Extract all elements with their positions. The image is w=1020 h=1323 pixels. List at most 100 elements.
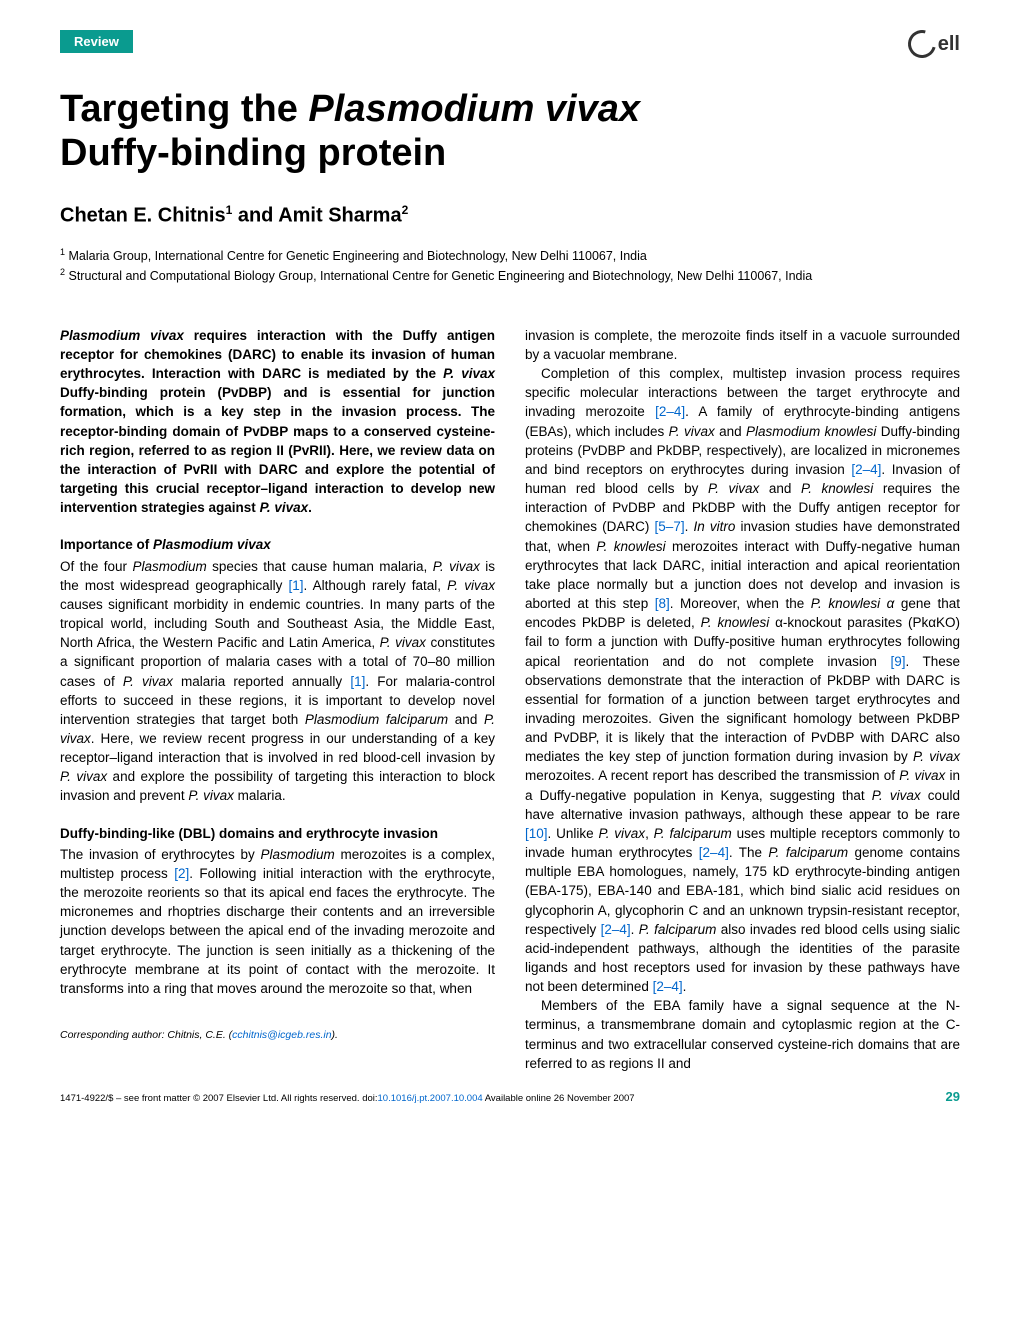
- author-1: Chetan E. Chitnis: [60, 205, 226, 227]
- title-text: Targeting the: [60, 88, 308, 130]
- s1-t: . Here, we review recent progress in our…: [60, 731, 495, 765]
- c2-i: P. knowlesi: [596, 539, 665, 554]
- ref-link[interactable]: [9]: [890, 654, 905, 669]
- sec1-h-italic: Plasmodium vivax: [153, 537, 271, 552]
- ref-link[interactable]: [2–4]: [699, 845, 729, 860]
- c2-i: P. vivax: [669, 424, 715, 439]
- c2-t: Members of the EBA family have a signal …: [525, 998, 960, 1070]
- c2-t: and: [715, 424, 746, 439]
- s2-t: The invasion of erythrocytes by: [60, 847, 261, 862]
- c2-t: . Moreover, when the: [670, 596, 811, 611]
- s1-t: . Although rarely fatal,: [303, 578, 447, 593]
- c2-t: . The: [729, 845, 769, 860]
- s1-i: P. vivax: [447, 578, 495, 593]
- ref-link[interactable]: [5–7]: [655, 519, 685, 534]
- abs-i1: Plasmodium vivax: [60, 328, 184, 343]
- section-2-heading: Duffy-binding-like (DBL) domains and ery…: [60, 824, 495, 843]
- s2-t: . Following initial interaction with the…: [60, 866, 495, 996]
- ref-link[interactable]: [1]: [350, 674, 365, 689]
- authors: Chetan E. Chitnis1 and Amit Sharma2: [60, 203, 960, 228]
- affiliation-2: 2 Structural and Computational Biology G…: [60, 266, 960, 286]
- affiliation-1: 1 Malaria Group, International Centre fo…: [60, 246, 960, 266]
- c2-i: In vitro: [693, 519, 735, 534]
- aff2-text: Structural and Computational Biology Gro…: [65, 269, 812, 283]
- section-1-para: Of the four Plasmodium species that caus…: [60, 557, 495, 806]
- fn-label: Corresponding author:: [60, 1029, 164, 1041]
- ref-link[interactable]: [2–4]: [851, 462, 881, 477]
- s1-i: Plasmodium: [132, 559, 206, 574]
- c2-i: P. falciparum: [654, 826, 732, 841]
- c2-t: ,: [645, 826, 654, 841]
- columns: Plasmodium vivax requires interaction wi…: [60, 326, 960, 1073]
- c2-i: P. knowlesi: [701, 615, 770, 630]
- s1-t: species that cause human malaria,: [207, 559, 433, 574]
- c2-i: P. vivax: [598, 826, 645, 841]
- s1-i: P. vivax: [60, 769, 107, 784]
- ref-link[interactable]: [2–4]: [655, 404, 685, 419]
- c2-i: P. vivax: [913, 749, 960, 764]
- cell-logo-text: ell: [938, 33, 960, 56]
- cell-logo-icon: [903, 25, 941, 63]
- s1-i: P. vivax: [380, 635, 426, 650]
- author-sep: and: [232, 205, 278, 227]
- c2-t: invasion is complete, the merozoite find…: [525, 328, 960, 362]
- c2-i: Plasmodium knowlesi: [746, 424, 876, 439]
- c2-i: P. knowlesi α: [811, 596, 895, 611]
- c2-i: P. falciparum: [639, 922, 717, 937]
- ref-link[interactable]: [2–4]: [601, 922, 631, 937]
- abs-i3: P. vivax: [260, 500, 309, 515]
- s1-i: Plasmodium falciparum: [305, 712, 448, 727]
- review-badge: Review: [60, 30, 133, 53]
- author-2: Amit Sharma: [278, 205, 401, 227]
- header-bar: Review ell: [60, 30, 960, 58]
- s2-i: Plasmodium: [261, 847, 335, 862]
- section-2-para: The invasion of erythrocytes by Plasmodi…: [60, 845, 495, 998]
- c2-t: .: [631, 922, 639, 937]
- abs-t2: Duffy-binding protein (PvDBP) and is ess…: [60, 385, 495, 515]
- fn-email-link[interactable]: cchitnis@icgeb.res.in: [232, 1029, 331, 1041]
- c2-t: and: [759, 481, 801, 496]
- abstract: Plasmodium vivax requires interaction wi…: [60, 326, 495, 518]
- footer-doi-link[interactable]: 10.1016/j.pt.2007.10.004: [378, 1093, 483, 1104]
- ref-link[interactable]: [2–4]: [653, 979, 683, 994]
- page-number: 29: [946, 1089, 960, 1104]
- fn-close: ).: [332, 1029, 338, 1041]
- footer-date: Available online 26 November 2007: [483, 1093, 635, 1104]
- ref-link[interactable]: [10]: [525, 826, 548, 841]
- c2-i: P. vivax: [708, 481, 759, 496]
- c2-t: .: [683, 979, 687, 994]
- s1-t: Of the four: [60, 559, 132, 574]
- author-2-sup: 2: [402, 203, 409, 217]
- ref-link[interactable]: [2]: [174, 866, 189, 881]
- s1-t: malaria.: [234, 788, 286, 803]
- s1-i: P. vivax: [188, 788, 234, 803]
- s1-i: P. vivax: [433, 559, 480, 574]
- affiliations: 1 Malaria Group, International Centre fo…: [60, 246, 960, 286]
- ref-link[interactable]: [8]: [655, 596, 670, 611]
- corresponding-author-footnote: Corresponding author: Chitnis, C.E. (cch…: [60, 1028, 495, 1043]
- c2-i: P. vivax: [872, 788, 921, 803]
- c2-t: . These observations demonstrate that th…: [525, 654, 960, 765]
- title-line2: Duffy-binding protein: [60, 132, 446, 174]
- abs-t3: .: [308, 500, 312, 515]
- abs-i2: P. vivax: [443, 366, 495, 381]
- aff1-text: Malaria Group, International Centre for …: [65, 249, 647, 263]
- c2-i: P. knowlesi: [801, 481, 873, 496]
- s1-i: P. vivax: [123, 674, 173, 689]
- column-right: invasion is complete, the merozoite find…: [525, 326, 960, 1073]
- ref-link[interactable]: [1]: [288, 578, 303, 593]
- column-left: Plasmodium vivax requires interaction wi…: [60, 326, 495, 1073]
- col2-para-cont: invasion is complete, the merozoite find…: [525, 326, 960, 364]
- sec1-h-pre: Importance of: [60, 537, 153, 552]
- footer-copyright: 1471-4922/$ – see front matter © 2007 El…: [60, 1093, 378, 1104]
- c2-i: P. vivax: [899, 768, 945, 783]
- title-italic: Plasmodium vivax: [308, 88, 640, 130]
- c2-t: merozoites. A recent report has describe…: [525, 768, 899, 783]
- col2-para-2: Completion of this complex, multistep in…: [525, 364, 960, 996]
- s1-t: and: [448, 712, 484, 727]
- article-title: Targeting the Plasmodium vivax Duffy-bin…: [60, 88, 960, 175]
- c2-t: . Unlike: [548, 826, 599, 841]
- section-1-heading: Importance of Plasmodium vivax: [60, 535, 495, 554]
- publisher-logo: ell: [908, 30, 960, 58]
- col2-para-3: Members of the EBA family have a signal …: [525, 996, 960, 1073]
